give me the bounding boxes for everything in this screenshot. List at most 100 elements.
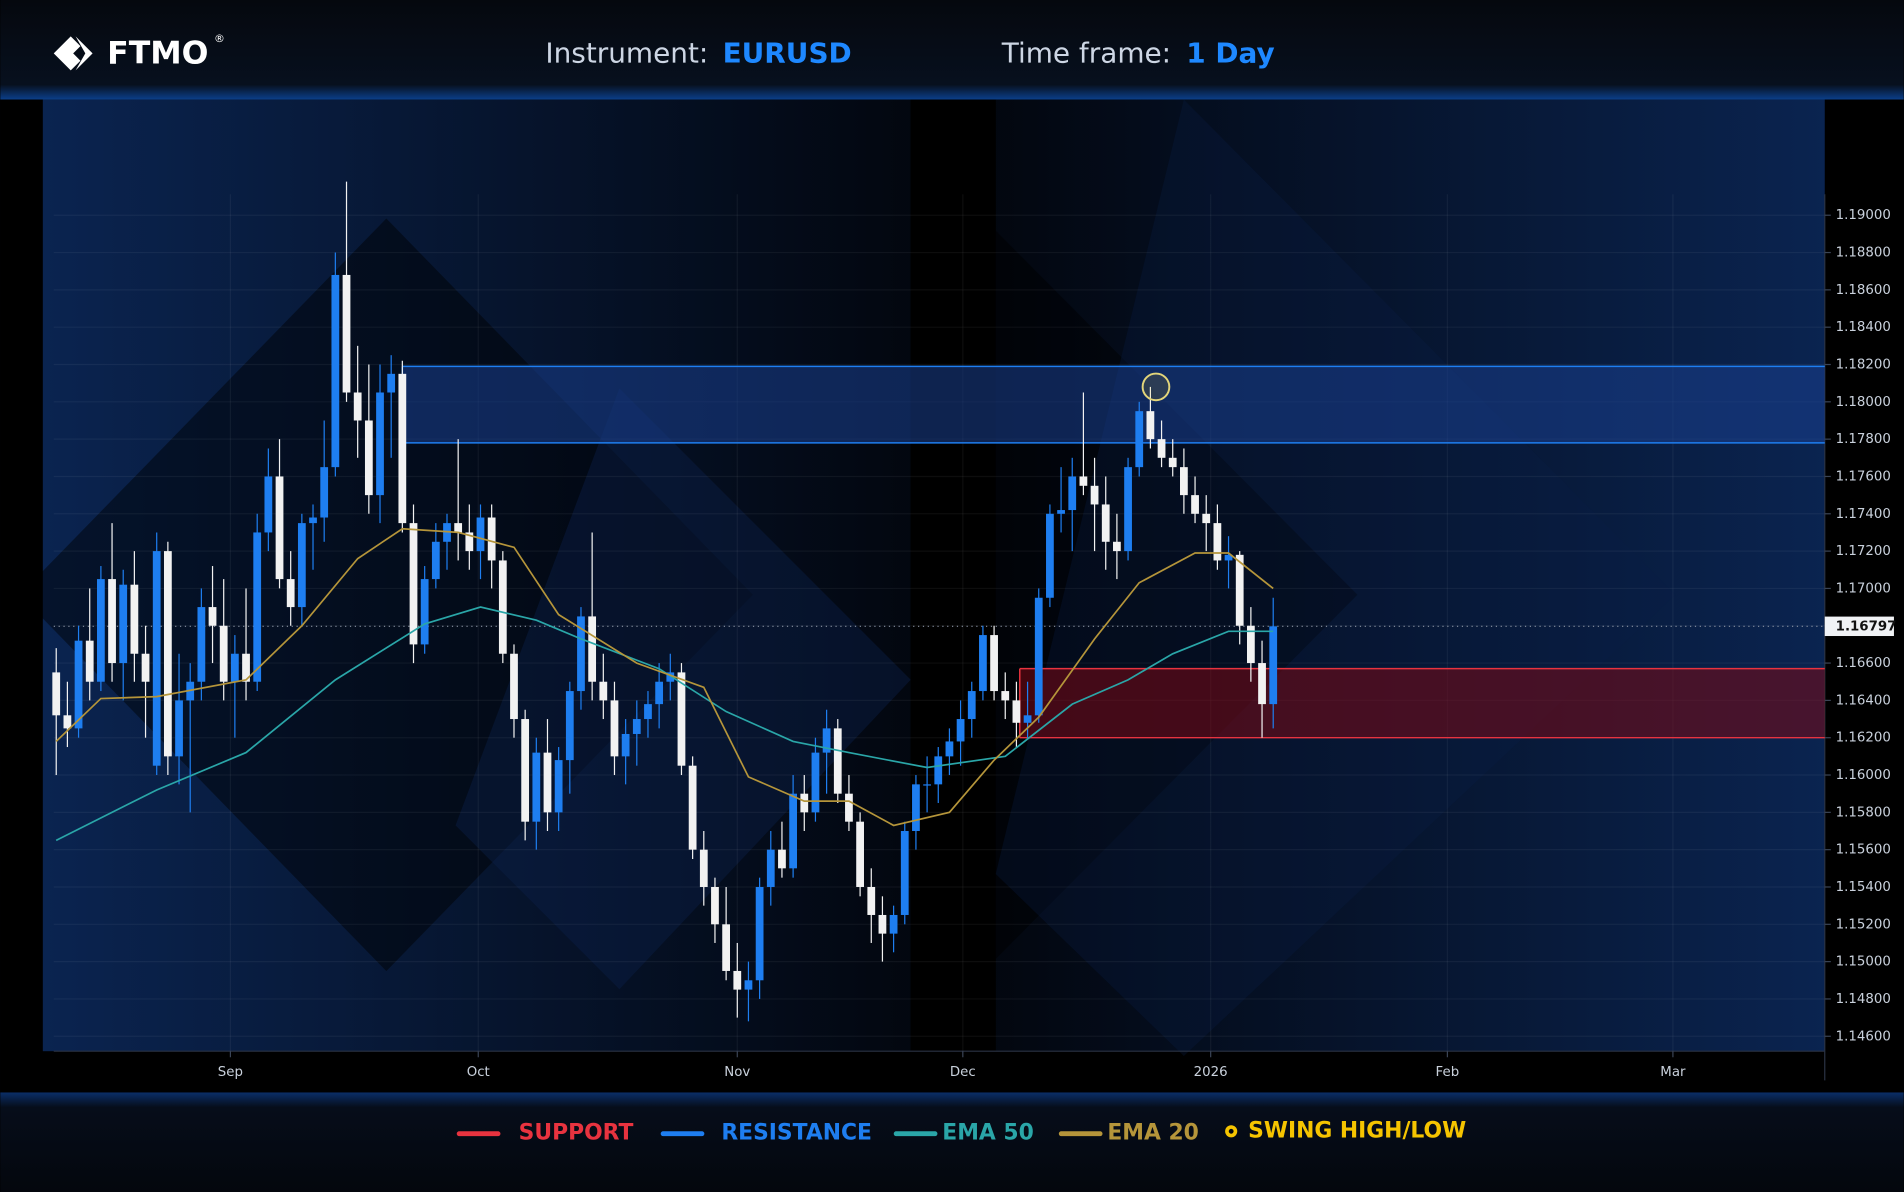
candle-body: [163, 551, 172, 757]
candle-body: [376, 392, 384, 496]
plot: 1.14600 1.14800 1.15000 1.15200 1.15400 1.156…: [52, 181, 1897, 1080]
candle-body: [286, 579, 295, 608]
y-tick-label: 1.17200: [1836, 544, 1891, 559]
footer-bar: [0, 1092, 1904, 1192]
candle-body: [744, 980, 753, 990]
candle-body: [409, 523, 418, 645]
ema-line: [55, 606, 1274, 842]
candle-body: [1113, 541, 1121, 552]
candle-body: [945, 741, 954, 757]
bg-diamond: [995, 99, 1676, 1057]
candle-body: [1258, 663, 1266, 705]
y-tick-label: 1.16000: [1836, 768, 1891, 783]
candle-body: [521, 719, 530, 822]
candle-body: [845, 793, 853, 822]
candle-body: [108, 579, 116, 664]
logo-text: FTMO: [107, 36, 208, 72]
candle-body: [1168, 457, 1177, 468]
legend-swatch: [1228, 1128, 1234, 1134]
candle-body: [420, 579, 429, 645]
candle-body: [1146, 411, 1155, 440]
candle-body: [119, 584, 128, 664]
candle-body: [1023, 715, 1032, 723]
candle-body: [733, 970, 742, 990]
y-tick-label: 1.15600: [1836, 843, 1891, 858]
candle-body: [208, 607, 217, 626]
candle-body: [800, 793, 809, 813]
candle-body: [655, 681, 664, 705]
ema-line: [55, 527, 1274, 827]
candle-body: [431, 541, 440, 580]
x-tick-label: Mar: [1660, 1065, 1686, 1080]
candle-body: [1213, 523, 1222, 561]
candle-body: [677, 672, 686, 766]
y-tick-label: 1.18400: [1836, 320, 1891, 335]
x-tick-label: Feb: [1436, 1065, 1460, 1080]
candle-body: [197, 607, 206, 682]
candle-body: [1012, 700, 1021, 723]
candle-body: [63, 715, 72, 729]
y-tick-label: 1.15000: [1836, 955, 1891, 970]
y-tick-label: 1.19000: [1836, 208, 1891, 223]
y-tick-label: 1.16400: [1836, 693, 1891, 708]
y-tick-label: 1.14800: [1836, 992, 1891, 1007]
candle-body: [644, 704, 652, 720]
y-tick-label: 1.17400: [1836, 507, 1891, 522]
logo: FTMO ®: [53, 32, 225, 72]
y-tick-label: 1.18800: [1836, 246, 1891, 261]
candle-body: [778, 849, 786, 869]
header-bar: [0, 0, 1904, 100]
candle-body: [912, 784, 920, 832]
candle-body: [711, 886, 719, 925]
candle-body: [1235, 554, 1244, 626]
candle-body: [1124, 467, 1132, 552]
candle-body: [152, 551, 161, 766]
candle-body: [364, 420, 373, 496]
candle-body: [923, 784, 931, 786]
candle-body: [342, 274, 351, 393]
candle-body: [967, 691, 976, 720]
candle-body: [476, 517, 485, 552]
y-tick-label: 1.18600: [1836, 283, 1891, 298]
candle-body: [900, 831, 909, 915]
candle-body: [599, 681, 608, 701]
candle-body: [465, 532, 474, 552]
last-price-label: 1.16797: [1836, 619, 1897, 634]
candle-body: [610, 700, 619, 757]
candle-body: [331, 274, 340, 468]
candle-body: [264, 476, 273, 533]
candle-body: [353, 392, 362, 421]
candle-body: [1057, 510, 1065, 514]
candle-body: [1191, 495, 1199, 514]
y-tick-label: 1.17600: [1836, 469, 1891, 484]
candle-body: [766, 849, 775, 887]
y-tick-label: 1.18200: [1836, 358, 1891, 373]
candle-body: [588, 616, 597, 682]
x-tick-label: 2026: [1194, 1065, 1228, 1080]
candle-body: [130, 584, 139, 654]
logo-mark: ®: [214, 32, 225, 45]
y-tick-label: 1.18000: [1836, 395, 1891, 410]
candle-body: [1224, 554, 1233, 561]
x-tick-label: Dec: [950, 1065, 976, 1080]
zone: [402, 366, 1825, 443]
candle-body: [1135, 411, 1144, 468]
candle-body: [699, 849, 708, 887]
candle-body: [789, 793, 797, 869]
candle-body: [1079, 476, 1088, 486]
candle-body: [1269, 626, 1278, 705]
candle-body: [1034, 597, 1043, 716]
candle-body: [979, 635, 987, 692]
candle-body: [811, 752, 820, 813]
candle-body: [856, 821, 864, 887]
candle-body: [253, 532, 262, 682]
bg-gap: [910, 99, 996, 1093]
candle-body: [487, 517, 496, 561]
candle-body: [1157, 439, 1166, 458]
candle-body: [309, 517, 317, 524]
instrument: EURUSD: [723, 37, 852, 70]
timeframe: 1 Day: [1186, 37, 1274, 70]
legend-label: EMA 50: [942, 1121, 1034, 1146]
candle-body: [621, 733, 630, 757]
